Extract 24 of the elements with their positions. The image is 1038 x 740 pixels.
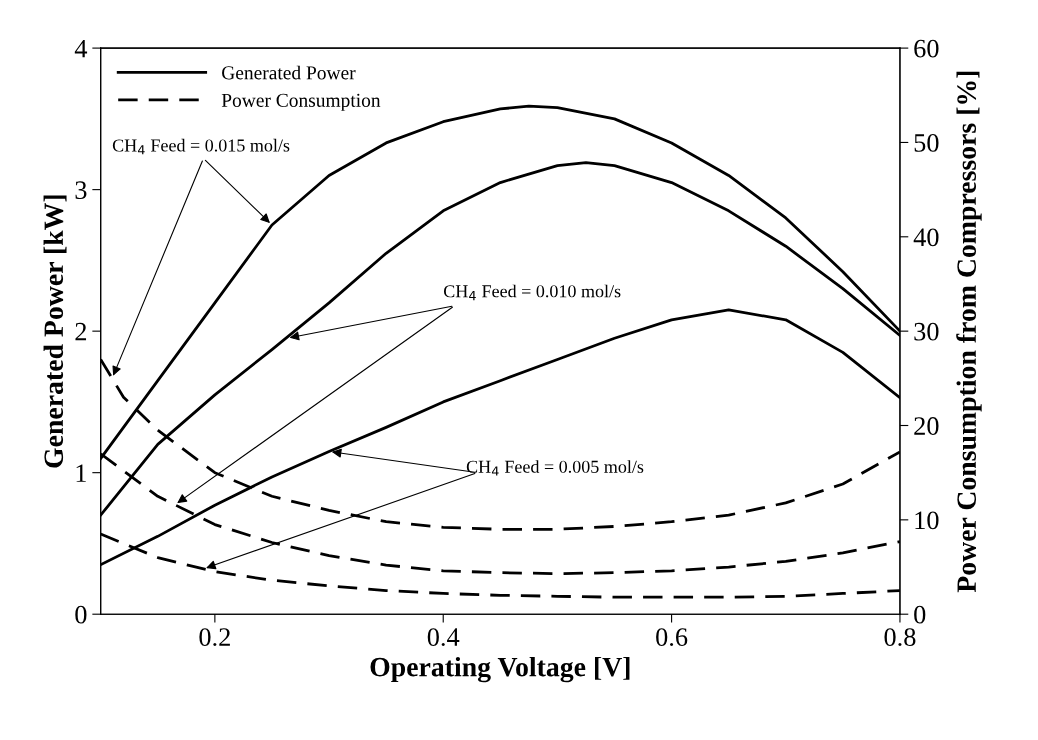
y2-tick-label: 10 <box>915 511 939 530</box>
y-tick-label: 3 <box>75 181 87 200</box>
y-axis-title: Generated Power [kW] <box>43 195 67 468</box>
y2-axis-title: Power Consumption from Compressors [%] <box>956 71 982 593</box>
x-tick-label: 0.2 <box>199 628 230 647</box>
x-tick-label: 0.6 <box>656 628 688 647</box>
annotation: CH$_{4}$ Feed = 0.010 mol/s <box>443 284 621 301</box>
legend-label: Generated Power <box>222 65 356 80</box>
y2-tick-label: 20 <box>914 417 939 435</box>
y2-tick-label: 0 <box>914 605 926 624</box>
y2-tick-label: 60 <box>914 39 939 58</box>
y2-tick-label: 40 <box>913 228 939 247</box>
y-tick-label: 1 <box>76 464 86 482</box>
legend-label: Power Consumption <box>221 93 381 111</box>
annotation: CH$_{4}$ Feed = 0.015 mol/s <box>112 138 290 155</box>
x-axis-title: Operating Voltage [V] <box>370 656 630 683</box>
y-tick-label: 2 <box>75 322 87 341</box>
y-tick-label: 0 <box>75 605 87 624</box>
y2-tick-label: 30 <box>914 322 939 341</box>
x-tick-label: 0.4 <box>427 628 460 647</box>
y-tick-label: 4 <box>74 39 88 58</box>
y2-tick-label: 50 <box>914 134 939 152</box>
annotation: CH$_{4}$ Feed = 0.005 mol/s <box>466 460 644 476</box>
x-tick-label: 0.8 <box>884 628 916 647</box>
